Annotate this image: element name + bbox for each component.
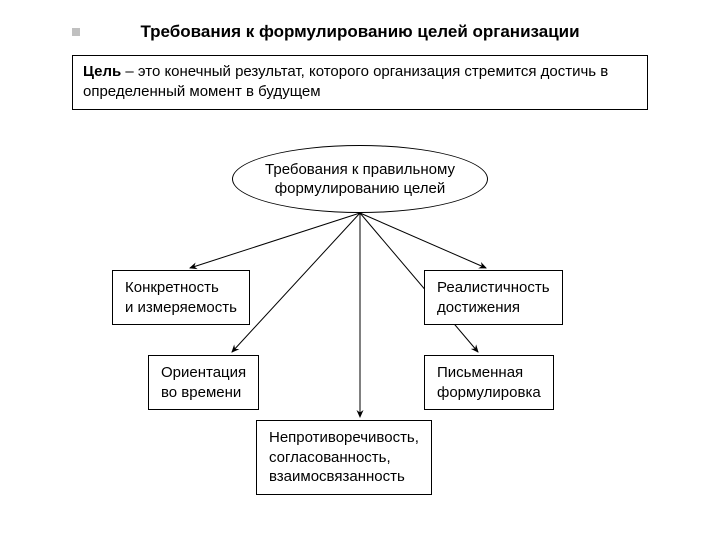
node-line: согласованность, [269, 449, 391, 466]
node-realistichnost: Реалистичность достижения [424, 270, 563, 325]
page-title: Требования к формулированию целей органи… [0, 22, 720, 42]
node-line: Письменная [437, 364, 523, 381]
node-line: взаимосвязанность [269, 468, 405, 485]
node-line: Конкретность [125, 279, 219, 296]
node-orientatsiya: Ориентация во времени [148, 355, 259, 410]
central-ellipse: Требования к правильному формулированию … [232, 145, 488, 213]
ellipse-line2: формулированию целей [275, 180, 445, 197]
definition-box: Цель – это конечный результат, которого … [72, 55, 648, 110]
node-line: и измеряемость [125, 299, 237, 316]
definition-text: – это конечный результат, которого орган… [83, 63, 608, 100]
node-line: формулировка [437, 384, 541, 401]
node-line: во времени [161, 384, 241, 401]
node-line: Ориентация [161, 364, 246, 381]
node-pismennaya: Письменная формулировка [424, 355, 554, 410]
node-line: достижения [437, 299, 520, 316]
node-konkretnost: Конкретность и измеряемость [112, 270, 250, 325]
definition-term: Цель [83, 63, 121, 80]
node-neprotivorechivost: Непротиворечивость, согласованность, вза… [256, 420, 432, 495]
node-line: Реалистичность [437, 279, 550, 296]
node-line: Непротиворечивость, [269, 429, 419, 446]
ellipse-line1: Требования к правильному [265, 161, 455, 178]
